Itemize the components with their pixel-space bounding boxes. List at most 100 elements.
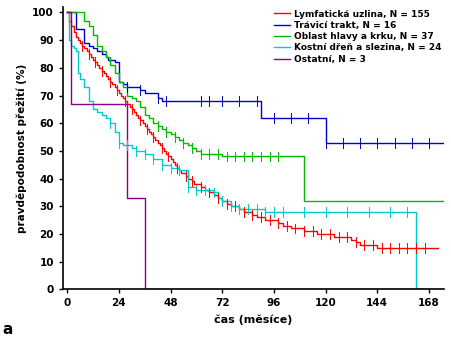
Kostní dřeň a slezina, N = 24 — [159, 163, 165, 167]
Trávicí trakt, N = 16 — [138, 88, 143, 92]
Oblast hlavy a krku, N = 37 — [301, 199, 307, 203]
Oblast hlavy a krku, N = 37 — [78, 11, 83, 15]
Trávicí trakt, N = 16 — [82, 41, 87, 45]
Oblast hlavy a krku, N = 37 — [442, 199, 447, 203]
Ostatní, N = 3 — [69, 102, 74, 106]
Trávicí trakt, N = 16 — [73, 27, 78, 31]
Kostní dřeň a slezina, N = 24 — [254, 207, 259, 211]
Line: Kostní dřeň a slezina, N = 24: Kostní dřeň a slezina, N = 24 — [67, 13, 433, 290]
Kostní dřeň a slezina, N = 24 — [193, 188, 199, 192]
Y-axis label: pravděpodobnost přežití (%): pravděpodobnost přežití (%) — [16, 63, 27, 233]
Kostní dřeň a slezina, N = 24 — [86, 99, 92, 103]
Trávicí trakt, N = 16 — [103, 55, 109, 59]
Kostní dřeň a slezina, N = 24 — [73, 49, 78, 53]
Lymfatická uzlina, N = 155 — [129, 107, 134, 112]
Trávicí trakt, N = 16 — [258, 116, 264, 120]
Trávicí trakt, N = 16 — [334, 140, 339, 145]
Trávicí trakt, N = 16 — [112, 60, 117, 64]
Line: Trávicí trakt, N = 16: Trávicí trakt, N = 16 — [67, 13, 444, 143]
Ostatní, N = 3 — [431, 287, 436, 292]
Lymfatická uzlina, N = 155 — [241, 210, 247, 214]
Trávicí trakt, N = 16 — [99, 52, 104, 56]
Oblast hlavy a krku, N = 37 — [193, 149, 199, 153]
Trávicí trakt, N = 16 — [377, 140, 382, 145]
Trávicí trakt, N = 16 — [387, 140, 393, 145]
Trávicí trakt, N = 16 — [159, 99, 165, 103]
Kostní dřeň a slezina, N = 24 — [75, 71, 81, 75]
Kostní dřeň a slezina, N = 24 — [107, 121, 113, 125]
Kostní dřeň a slezina, N = 24 — [78, 77, 83, 81]
Trávicí trakt, N = 16 — [442, 140, 447, 145]
Lymfatická uzlina, N = 155 — [189, 179, 195, 183]
Kostní dřeň a slezina, N = 24 — [418, 287, 423, 292]
Trávicí trakt, N = 16 — [86, 44, 92, 48]
Kostní dřeň a slezina, N = 24 — [151, 157, 156, 161]
Kostní dřeň a slezina, N = 24 — [82, 85, 87, 89]
Kostní dřeň a slezina, N = 24 — [142, 152, 147, 156]
Kostní dřeň a slezina, N = 24 — [220, 199, 225, 203]
Kostní dřeň a slezina, N = 24 — [215, 196, 221, 200]
Ostatní, N = 3 — [142, 287, 147, 292]
Oblast hlavy a krku, N = 37 — [138, 105, 143, 109]
Trávicí trakt, N = 16 — [355, 140, 361, 145]
Ostatní, N = 3 — [140, 196, 145, 200]
Kostní dřeň a slezina, N = 24 — [64, 11, 70, 15]
Trávicí trakt, N = 16 — [314, 116, 320, 120]
Lymfatická uzlina, N = 155 — [82, 46, 87, 50]
Ostatní, N = 3 — [75, 102, 81, 106]
Kostní dřeň a slezina, N = 24 — [185, 185, 190, 189]
Kostní dřeň a slezina, N = 24 — [387, 210, 393, 214]
Kostní dřeň a slezina, N = 24 — [301, 210, 307, 214]
Trávicí trakt, N = 16 — [120, 83, 126, 87]
Oblast hlavy a krku, N = 37 — [164, 130, 169, 134]
Line: Ostatní, N = 3: Ostatní, N = 3 — [67, 13, 433, 290]
Kostní dřeň a slezina, N = 24 — [262, 210, 268, 214]
Lymfatická uzlina, N = 155 — [192, 182, 197, 186]
Kostní dřeň a slezina, N = 24 — [245, 207, 251, 211]
Trávicí trakt, N = 16 — [116, 80, 122, 84]
Oblast hlavy a krku, N = 37 — [202, 152, 208, 156]
Trávicí trakt, N = 16 — [215, 99, 221, 103]
Trávicí trakt, N = 16 — [420, 140, 425, 145]
Trávicí trakt, N = 16 — [95, 49, 100, 53]
Ostatní, N = 3 — [133, 196, 139, 200]
Kostní dřeň a slezina, N = 24 — [202, 188, 208, 192]
Trávicí trakt, N = 16 — [164, 99, 169, 103]
Kostní dřeň a slezina, N = 24 — [280, 210, 285, 214]
Kostní dřeň a slezina, N = 24 — [112, 130, 117, 134]
Kostní dřeň a slezina, N = 24 — [237, 207, 242, 211]
Line: Oblast hlavy a krku, N = 37: Oblast hlavy a krku, N = 37 — [67, 13, 444, 201]
Trávicí trakt, N = 16 — [64, 11, 70, 15]
Oblast hlavy a krku, N = 37 — [64, 11, 70, 15]
Kostní dřeň a slezina, N = 24 — [414, 287, 419, 292]
Kostní dřeň a slezina, N = 24 — [95, 110, 100, 114]
Kostní dřeň a slezina, N = 24 — [69, 44, 74, 48]
Kostní dřeň a slezina, N = 24 — [271, 210, 276, 214]
Trávicí trakt, N = 16 — [280, 116, 285, 120]
Lymfatická uzlina, N = 155 — [375, 246, 380, 250]
Lymfatická uzlina, N = 155 — [435, 246, 440, 250]
Trávicí trakt, N = 16 — [90, 46, 96, 50]
Kostní dřeň a slezina, N = 24 — [228, 204, 234, 208]
Trávicí trakt, N = 16 — [207, 99, 212, 103]
Ostatní, N = 3 — [67, 11, 72, 15]
Kostní dřeň a slezina, N = 24 — [409, 210, 414, 214]
Trávicí trakt, N = 16 — [409, 140, 414, 145]
Trávicí trakt, N = 16 — [323, 140, 328, 145]
Ostatní, N = 3 — [138, 196, 143, 200]
Line: Lymfatická uzlina, N = 155: Lymfatická uzlina, N = 155 — [67, 13, 437, 248]
Kostní dřeň a slezina, N = 24 — [125, 143, 130, 147]
Ostatní, N = 3 — [73, 102, 78, 106]
Text: a: a — [2, 323, 12, 338]
Kostní dřeň a slezina, N = 24 — [103, 116, 109, 120]
Trávicí trakt, N = 16 — [297, 116, 303, 120]
X-axis label: čas (měsíce): čas (měsíce) — [214, 314, 293, 325]
Trávicí trakt, N = 16 — [431, 140, 436, 145]
Kostní dřeň a slezina, N = 24 — [120, 143, 126, 147]
Kostní dřeň a slezina, N = 24 — [90, 107, 96, 112]
Legend: Lymfatická uzlina, N = 155, Trávicí trakt, N = 16, Oblast hlavy a krku, N = 37, : Lymfatická uzlina, N = 155, Trávicí trak… — [273, 9, 442, 64]
Kostní dřeň a slezina, N = 24 — [431, 287, 436, 292]
Kostní dřeň a slezina, N = 24 — [129, 146, 134, 150]
Kostní dřeň a slezina, N = 24 — [133, 149, 139, 153]
Trávicí trakt, N = 16 — [106, 58, 111, 62]
